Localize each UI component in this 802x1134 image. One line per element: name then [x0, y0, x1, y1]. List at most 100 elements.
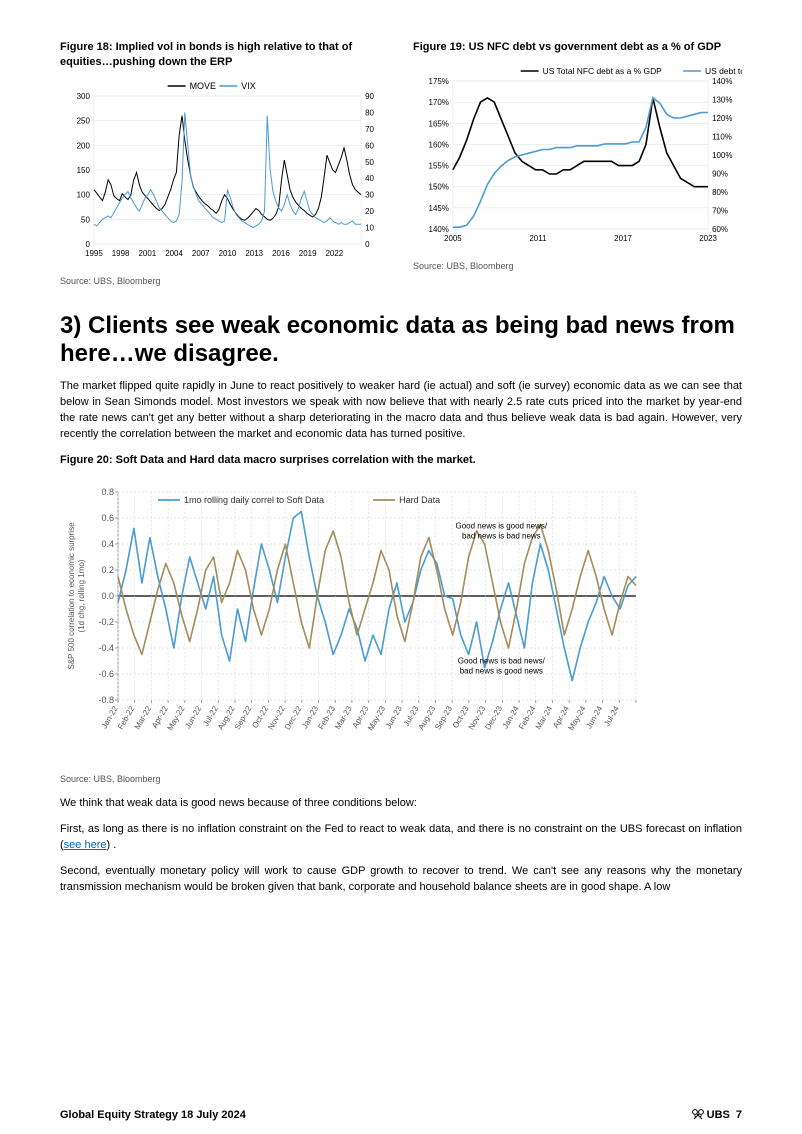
svg-text:US debt to GDP %, RHS: US debt to GDP %, RHS [705, 66, 742, 76]
svg-text:Sep-22: Sep-22 [233, 704, 254, 731]
footer-right: UBS 7 [691, 1108, 742, 1122]
svg-text:80: 80 [365, 108, 374, 117]
ubs-keys-icon [691, 1108, 705, 1122]
svg-text:Mar-24: Mar-24 [534, 704, 555, 731]
svg-text:(1d chg, rolling 1mo): (1d chg, rolling 1mo) [77, 559, 86, 632]
svg-text:-0.4: -0.4 [98, 643, 114, 653]
svg-text:0.6: 0.6 [101, 513, 114, 523]
after-p3: Second, eventually monetary policy will … [60, 864, 742, 896]
figure-18-col: Figure 18: Implied vol in bonds is high … [60, 40, 389, 286]
svg-text:160%: 160% [429, 140, 449, 149]
ubs-brand-text: UBS [707, 1109, 730, 1121]
after-p2-b: ) . [106, 839, 116, 851]
figure-19-title: Figure 19: US NFC debt vs government deb… [413, 40, 742, 55]
after-p2-a: First, as long as there is no inflation … [60, 823, 742, 851]
svg-text:Mar-22: Mar-22 [133, 704, 154, 731]
figure-20-title: Figure 20: Soft Data and Hard data macro… [60, 453, 742, 468]
page-number: 7 [736, 1109, 742, 1121]
svg-text:80%: 80% [712, 188, 728, 197]
svg-text:1mo rolling daily correl to So: 1mo rolling daily correl to Soft Data [184, 495, 324, 505]
svg-text:Jun-24: Jun-24 [584, 704, 604, 730]
svg-text:140%: 140% [429, 225, 449, 234]
svg-text:0.4: 0.4 [101, 539, 114, 549]
svg-text:2019: 2019 [299, 249, 317, 258]
svg-text:Jul-24: Jul-24 [602, 704, 621, 728]
svg-text:0: 0 [365, 240, 370, 249]
svg-text:2007: 2007 [192, 249, 210, 258]
svg-text:155%: 155% [429, 161, 449, 170]
svg-text:2017: 2017 [614, 234, 632, 243]
svg-text:100: 100 [77, 190, 91, 199]
figure-18-chart: MOVEVIX050100150200250300010203040506070… [60, 76, 389, 266]
figure-18-source: Source: UBS, Bloomberg [60, 276, 389, 286]
svg-text:May-24: May-24 [566, 704, 587, 732]
svg-text:50: 50 [81, 215, 90, 224]
svg-text:bad news is good news: bad news is good news [460, 666, 543, 675]
svg-text:0.8: 0.8 [101, 487, 114, 497]
see-here-link[interactable]: see here [64, 839, 107, 851]
svg-text:2011: 2011 [529, 234, 547, 243]
after-p2: First, as long as there is no inflation … [60, 822, 742, 854]
svg-text:90%: 90% [712, 169, 728, 178]
svg-text:250: 250 [77, 116, 91, 125]
svg-text:100%: 100% [712, 151, 732, 160]
svg-text:145%: 145% [429, 204, 449, 213]
svg-text:Sep-23: Sep-23 [433, 704, 454, 731]
figure-20-chart: S&P 500 correlation to economic surprise… [60, 474, 650, 764]
svg-text:1998: 1998 [112, 249, 130, 258]
svg-text:90: 90 [365, 92, 374, 101]
svg-text:2016: 2016 [272, 249, 290, 258]
figure-18-title: Figure 18: Implied vol in bonds is high … [60, 40, 389, 70]
svg-text:170%: 170% [429, 98, 449, 107]
svg-text:70: 70 [365, 125, 374, 134]
figure-19-col: Figure 19: US NFC debt vs government deb… [413, 40, 742, 286]
svg-text:1995: 1995 [85, 249, 103, 258]
svg-text:Mar-23: Mar-23 [333, 704, 354, 731]
svg-text:120%: 120% [712, 114, 732, 123]
figure-19-source: Source: UBS, Bloomberg [413, 261, 742, 271]
svg-text:70%: 70% [712, 206, 728, 215]
svg-text:30: 30 [365, 190, 374, 199]
svg-text:0: 0 [85, 240, 90, 249]
svg-text:140%: 140% [712, 77, 732, 86]
svg-text:2005: 2005 [444, 234, 462, 243]
svg-text:Jun-22: Jun-22 [183, 704, 203, 730]
svg-text:-0.2: -0.2 [98, 617, 114, 627]
after-p1: We think that weak data is good news bec… [60, 796, 742, 812]
svg-text:Jun-23: Jun-23 [384, 704, 404, 730]
svg-text:175%: 175% [429, 77, 449, 86]
svg-text:VIX: VIX [241, 81, 255, 91]
section-para-1: The market flipped quite rapidly in June… [60, 379, 742, 443]
svg-text:US Total NFC debt as a % GDP: US Total NFC debt as a % GDP [543, 66, 663, 76]
svg-text:60: 60 [365, 141, 374, 150]
svg-text:2013: 2013 [245, 249, 263, 258]
svg-text:165%: 165% [429, 119, 449, 128]
footer-left: Global Equity Strategy 18 July 2024 [60, 1109, 246, 1121]
svg-text:Good news is good news/: Good news is good news/ [456, 521, 548, 530]
svg-text:10: 10 [365, 223, 374, 232]
page-footer: Global Equity Strategy 18 July 2024 UBS … [60, 1108, 742, 1122]
svg-text:-0.6: -0.6 [98, 669, 114, 679]
svg-text:0.2: 0.2 [101, 565, 114, 575]
svg-text:May-22: May-22 [165, 704, 186, 732]
svg-text:bad news is bad news: bad news is bad news [462, 531, 541, 540]
svg-text:2022: 2022 [326, 249, 344, 258]
ubs-logo: UBS [691, 1108, 730, 1122]
svg-text:0.0: 0.0 [101, 591, 114, 601]
svg-text:60%: 60% [712, 225, 728, 234]
svg-text:20: 20 [365, 207, 374, 216]
svg-text:2023: 2023 [699, 234, 717, 243]
figure-row: Figure 18: Implied vol in bonds is high … [60, 40, 742, 286]
svg-text:Dec-22: Dec-22 [283, 704, 304, 731]
svg-text:300: 300 [77, 92, 91, 101]
svg-text:May-23: May-23 [366, 704, 387, 732]
svg-text:2004: 2004 [165, 249, 183, 258]
svg-text:130%: 130% [712, 95, 732, 104]
svg-text:150: 150 [77, 166, 91, 175]
svg-text:MOVE: MOVE [190, 81, 216, 91]
section-heading: 3) Clients see weak economic data as bei… [60, 312, 742, 370]
svg-text:150%: 150% [429, 183, 449, 192]
svg-text:110%: 110% [712, 132, 732, 141]
figure-20-source: Source: UBS, Bloomberg [60, 774, 742, 784]
svg-text:S&P 500 correlation to economi: S&P 500 correlation to economic surprise [67, 522, 76, 670]
